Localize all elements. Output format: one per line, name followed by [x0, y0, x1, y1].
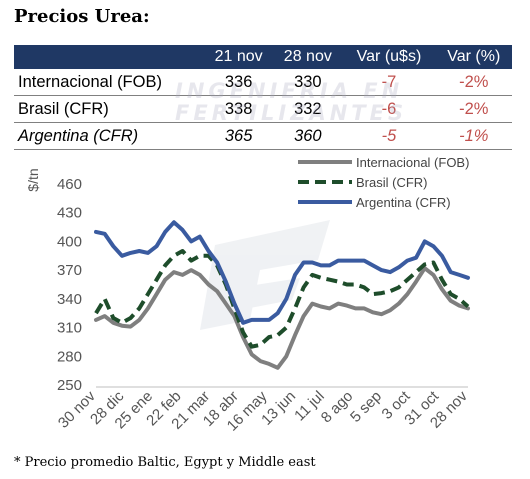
row-value-28nov: 360 — [273, 122, 343, 150]
table-header-blank — [14, 45, 204, 69]
y-tick-label: 310 — [57, 320, 82, 337]
y-tick-label: 430 — [57, 205, 82, 222]
row-var-usd: -5 — [342, 122, 436, 150]
y-tick-label: 370 — [57, 262, 82, 279]
row-var-usd: -7 — [342, 69, 436, 96]
legend-label: Internacional (FOB) — [356, 155, 469, 170]
row-value-21nov: 338 — [204, 95, 274, 123]
row-value-28nov: 332 — [273, 95, 343, 123]
footnote: * Precio promedio Baltic, Egypt y Middle… — [14, 455, 316, 470]
row-label: Internacional (FOB) — [14, 69, 204, 96]
series-line-2 — [94, 220, 470, 325]
y-tick-label: 280 — [57, 348, 82, 365]
table-row: Argentina (CFR) 365 360 -5 -1% — [14, 122, 512, 150]
row-var-pct: -2% — [435, 95, 512, 123]
series-line-0 — [94, 266, 470, 370]
row-label: Brasil (CFR) — [14, 95, 204, 123]
table-row: Internacional (FOB) 336 330 -7 -2% — [14, 69, 512, 96]
price-table: 21 nov 28 nov Var (u$s) Var (%) Internac… — [14, 45, 512, 150]
table-row: Brasil (CFR) 338 332 -6 -2% — [14, 95, 512, 123]
row-label: Argentina (CFR) — [14, 122, 204, 150]
y-axis-label: $/tn — [25, 168, 41, 191]
table-header-var-pct: Var (%) — [435, 45, 512, 69]
table-header-21nov: 21 nov — [204, 45, 274, 69]
legend-label: Brasil (CFR) — [356, 175, 428, 190]
x-tick-label: 8 ago — [318, 388, 357, 427]
y-tick-label: 400 — [57, 233, 82, 250]
row-var-pct: -1% — [435, 122, 512, 150]
row-value-28nov: 330 — [273, 69, 343, 96]
y-tick-label: 340 — [57, 291, 82, 308]
y-tick-label: 250 — [57, 377, 82, 394]
page-title: Precios Urea: — [14, 6, 150, 27]
row-value-21nov: 365 — [204, 122, 274, 150]
row-var-pct: -2% — [435, 69, 512, 96]
table-header-row: 21 nov 28 nov Var (u$s) Var (%) — [14, 45, 512, 69]
table-header-28nov: 28 nov — [273, 45, 343, 69]
series-line-1 — [94, 249, 470, 349]
row-value-21nov: 336 — [204, 69, 274, 96]
table-header-var-usd: Var (u$s) — [342, 45, 436, 69]
legend-label: Argentina (CFR) — [356, 195, 451, 210]
row-var-usd: -6 — [342, 95, 436, 123]
y-tick-label: 460 — [57, 176, 82, 193]
x-tick-label: 5 sep — [347, 388, 385, 426]
